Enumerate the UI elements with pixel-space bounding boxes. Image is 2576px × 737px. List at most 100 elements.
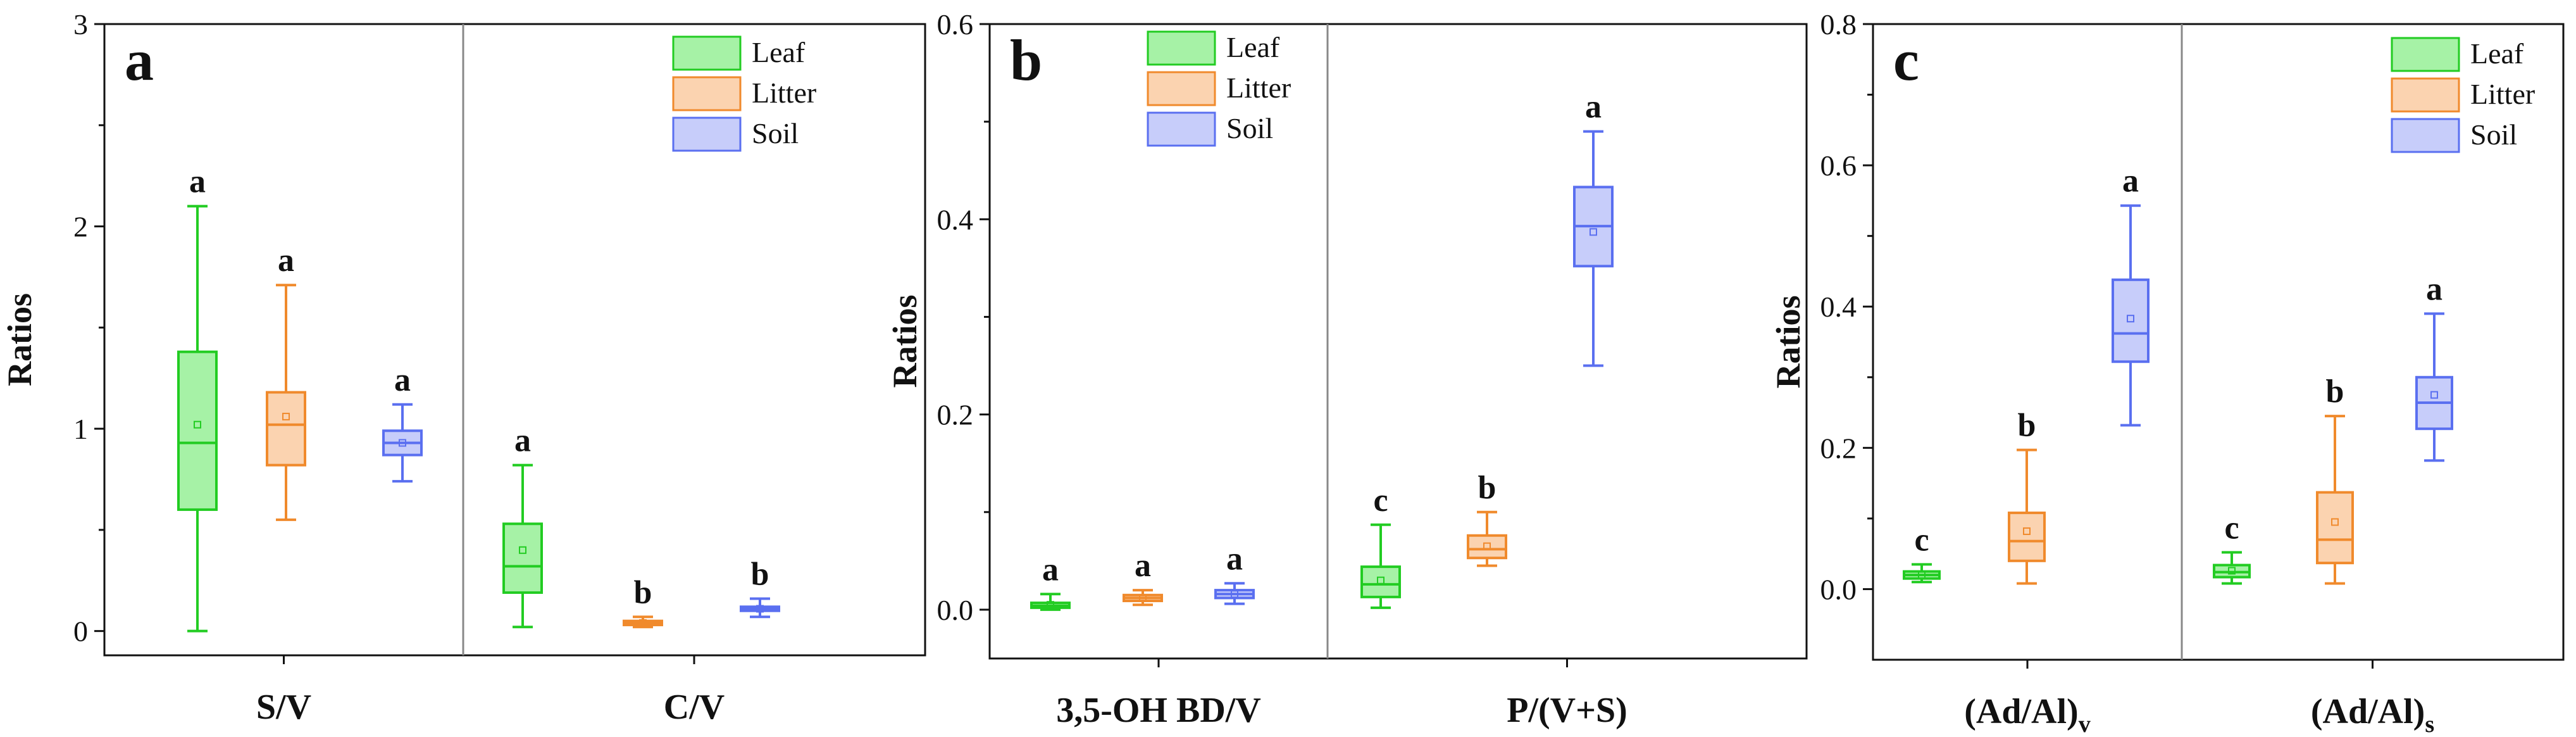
mean-marker [1918, 571, 1926, 579]
box-leaf: a [177, 164, 218, 633]
legend-label: Litter [752, 77, 816, 109]
mean-marker [756, 605, 764, 613]
panel-b: 0.0 0.2 0.4 0.6 Ratios b 3,5-OH BD/V P/(V+S) a c a… [886, 8, 1808, 730]
box-iqr [1360, 565, 1401, 598]
panel-a: 0 1 2 3 Ratios a S/V C/V a a a b a b Leaf Litter Soil [1, 8, 926, 727]
x-category-label: S/V [256, 688, 311, 727]
legend-label: Leaf [752, 36, 806, 68]
box-litter: a [1123, 548, 1163, 607]
significance-label: a [1585, 89, 1602, 125]
y-tick-label: 0.2 [937, 399, 974, 431]
significance-label: a [189, 164, 206, 200]
mean-marker [2127, 315, 2134, 323]
x-category-label: C/V [664, 688, 725, 727]
y-axis-label: Ratios [1769, 296, 1807, 389]
mean-marker [282, 412, 290, 420]
box-litter: b [2316, 374, 2354, 585]
significance-label: a [514, 423, 531, 459]
box-litter: b [623, 574, 663, 629]
legend-swatch-soil [672, 117, 742, 152]
significance-label: b [751, 557, 769, 593]
box-litter: b [1467, 470, 1507, 567]
mean-marker [2228, 567, 2236, 575]
mean-marker [1483, 542, 1491, 550]
box-iqr [2112, 278, 2150, 363]
significance-label: a [2426, 271, 2442, 307]
x-category-label: (Ad/Al)v [1964, 692, 2090, 737]
box-iqr [2008, 511, 2046, 562]
mean-marker [639, 619, 647, 627]
significance-label: a [278, 243, 294, 279]
box-soil: a [2415, 271, 2453, 462]
legend-swatch-leaf [672, 35, 742, 71]
mean-marker [1377, 576, 1384, 584]
significance-label: b [2018, 408, 2036, 444]
box-soil: a [382, 362, 423, 483]
significance-label: a [2122, 163, 2139, 199]
category-subscript: s [2425, 711, 2434, 737]
plot-frame [988, 23, 1808, 660]
x-category-label: 3,5-OH BD/V [1056, 691, 1261, 730]
legend-label: Litter [2470, 78, 2535, 110]
mean-marker [194, 420, 201, 429]
box-leaf: c [2213, 510, 2251, 585]
significance-label: a [394, 362, 411, 398]
legend: Leaf Litter Soil [1147, 30, 1291, 147]
y-tick-label: 0.4 [1820, 291, 1857, 323]
mean-marker [2430, 391, 2438, 399]
mean-marker [1231, 590, 1238, 598]
legend-swatch-soil [1147, 111, 1216, 147]
significance-label: b [1478, 470, 1496, 506]
x-category-label: (Ad/Al)s [2311, 692, 2434, 737]
box-iqr [177, 350, 218, 511]
y-tick-label: 0.6 [1820, 149, 1857, 182]
box-iqr [1467, 534, 1507, 560]
box-litter: b [2008, 408, 2046, 585]
mean-marker [1139, 594, 1147, 602]
y-tick-label: 0.2 [1820, 432, 1857, 464]
box-soil: a [1573, 89, 1614, 367]
category-subscript: v [2079, 711, 2091, 737]
x-category-label: P/(V+S) [1507, 691, 1627, 730]
significance-label: c [1373, 482, 1388, 519]
y-tick-label: 0 [73, 615, 88, 648]
legend-swatch-soil [2391, 118, 2460, 153]
mean-marker [1047, 601, 1054, 609]
significance-label: c [1914, 522, 1929, 558]
box-iqr [2316, 491, 2354, 565]
legend-label: Litter [1226, 72, 1291, 104]
significance-label: a [1226, 541, 1243, 577]
legend-swatch-litter [672, 76, 742, 111]
box-leaf: a [1030, 551, 1071, 611]
y-tick-label: 2 [73, 211, 88, 243]
significance-label: b [634, 574, 652, 610]
y-tick-label: 0.4 [937, 203, 974, 236]
box-leaf: c [1360, 482, 1401, 609]
legend: Leaf Litter Soil [672, 35, 816, 152]
y-tick-label: 0.0 [937, 594, 974, 626]
y-tick-label: 0.0 [1820, 573, 1857, 605]
mean-marker [2023, 527, 2031, 535]
y-axis-label: Ratios [886, 295, 924, 388]
significance-label: a [1135, 548, 1151, 584]
significance-label: a [1042, 551, 1059, 588]
panel-label: b [1010, 28, 1042, 92]
box-soil: b [740, 557, 780, 619]
box-soil: a [2112, 163, 2150, 427]
mean-marker [399, 439, 406, 447]
box-leaf: c [1903, 522, 1941, 584]
legend-swatch-leaf [2391, 37, 2460, 72]
plot-frame [1872, 23, 2565, 661]
y-tick-label: 0.8 [1820, 8, 1857, 41]
legend-label: Leaf [2470, 37, 2524, 70]
y-tick-label: 0.6 [937, 8, 974, 41]
legend-label: Leaf [1226, 31, 1280, 63]
mean-marker [2331, 518, 2339, 526]
category-main: (Ad/Al) [1964, 692, 2078, 731]
panel-label: c [1893, 28, 1919, 92]
legend-swatch-leaf [1147, 30, 1216, 66]
y-tick-label: 3 [73, 8, 88, 41]
mean-marker [1590, 228, 1597, 236]
